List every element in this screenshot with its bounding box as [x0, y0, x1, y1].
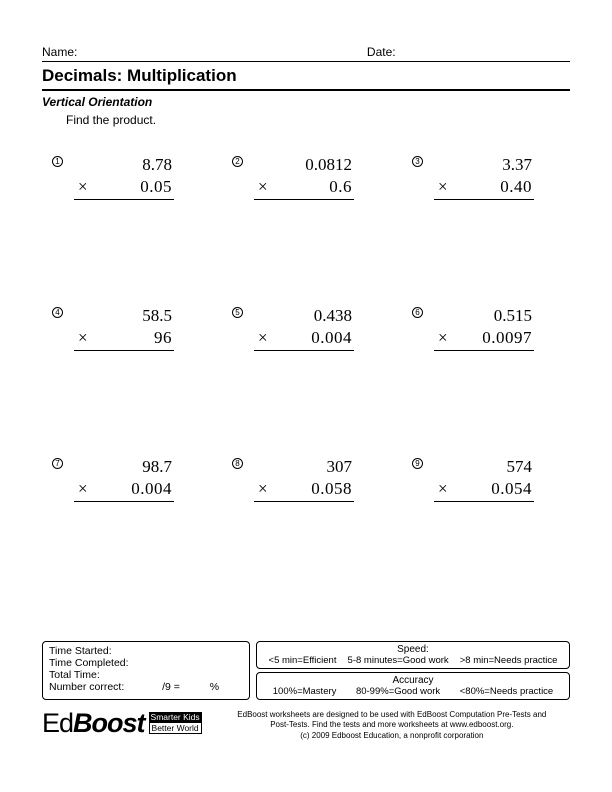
multiplicand: 0.515 [434, 306, 534, 328]
problem: 458.5×96 [60, 306, 200, 351]
multiplier-row: × 0.058 [254, 479, 354, 502]
total-time: Total Time: [49, 669, 243, 681]
times-symbol: × [74, 177, 88, 197]
timing-box: Time Started: Time Completed: Total Time… [42, 641, 250, 700]
number-correct: Number correct: /9 = % [49, 681, 243, 693]
multiplier: 0.0097 [482, 328, 532, 347]
times-symbol: × [434, 177, 448, 197]
multiplicand: 0.438 [254, 306, 354, 328]
problem-number: 8 [232, 458, 243, 469]
times-symbol: × [434, 328, 448, 348]
multiplier-row: × 0.004 [74, 479, 174, 502]
multiplier-row: × 96 [74, 328, 174, 351]
problem: 60.515×0.0097 [420, 306, 560, 351]
times-symbol: × [254, 479, 268, 499]
times-symbol: × [74, 328, 88, 348]
credits: EdBoost worksheets are designed to be us… [214, 708, 570, 742]
multiplicand: 58.5 [74, 306, 174, 328]
multiplier: 0.004 [131, 479, 172, 498]
multiplier-row: × 0.004 [254, 328, 354, 351]
footer: Time Started: Time Completed: Total Time… [42, 641, 570, 742]
problem-number: 2 [232, 156, 243, 167]
problems-grid: 18.78×0.0520.0812×0.633.37×0.40458.5×965… [42, 155, 570, 502]
multiplier: 0.058 [311, 479, 352, 498]
time-started: Time Started: [49, 645, 243, 657]
problem-number: 3 [412, 156, 423, 167]
accuracy-label: Accuracy [263, 675, 563, 686]
date-label: Date: [367, 45, 570, 59]
problem: 20.0812×0.6 [240, 155, 380, 200]
speed-box: Speed: <5 min=Efficient 5-8 minutes=Good… [256, 641, 570, 669]
times-symbol: × [254, 177, 268, 197]
name-label: Name: [42, 45, 367, 59]
problem: 798.7×0.004 [60, 457, 200, 502]
logo: EdBoost Smarter Kids Better World [42, 708, 202, 739]
multiplier-row: × 0.40 [434, 177, 534, 200]
speed-label: Speed: [263, 644, 563, 655]
time-completed: Time Completed: [49, 657, 243, 669]
multiplicand: 8.78 [74, 155, 174, 177]
problem-number: 9 [412, 458, 423, 469]
problem-number: 1 [52, 156, 63, 167]
page-title: Decimals: Multiplication [42, 64, 570, 91]
times-symbol: × [434, 479, 448, 499]
multiplicand: 3.37 [434, 155, 534, 177]
multiplier: 0.054 [491, 479, 532, 498]
problem: 50.438×0.004 [240, 306, 380, 351]
multiplier-row: × 0.6 [254, 177, 354, 200]
multiplicand: 0.0812 [254, 155, 354, 177]
problem: 18.78×0.05 [60, 155, 200, 200]
multiplier: 0.40 [500, 177, 532, 196]
multiplier: 96 [154, 328, 172, 347]
multiplier: 0.05 [140, 177, 172, 196]
problem-number: 7 [52, 458, 63, 469]
subtitle: Vertical Orientation [42, 95, 570, 109]
problem: 8307×0.058 [240, 457, 380, 502]
problem-number: 6 [412, 307, 423, 318]
multiplier: 0.6 [329, 177, 352, 196]
times-symbol: × [254, 328, 268, 348]
multiplier-row: × 0.054 [434, 479, 534, 502]
multiplicand: 307 [254, 457, 354, 479]
multiplicand: 98.7 [74, 457, 174, 479]
instruction: Find the product. [66, 113, 570, 127]
problem-number: 4 [52, 307, 63, 318]
times-symbol: × [74, 479, 88, 499]
multiplicand: 574 [434, 457, 534, 479]
problem: 9574×0.054 [420, 457, 560, 502]
multiplier-row: × 0.05 [74, 177, 174, 200]
problem-number: 5 [232, 307, 243, 318]
multiplier: 0.004 [311, 328, 352, 347]
problem: 33.37×0.40 [420, 155, 560, 200]
header-row: Name: Date: [42, 45, 570, 62]
multiplier-row: × 0.0097 [434, 328, 534, 351]
accuracy-box: Accuracy 100%=Mastery 80-99%=Good work <… [256, 672, 570, 700]
